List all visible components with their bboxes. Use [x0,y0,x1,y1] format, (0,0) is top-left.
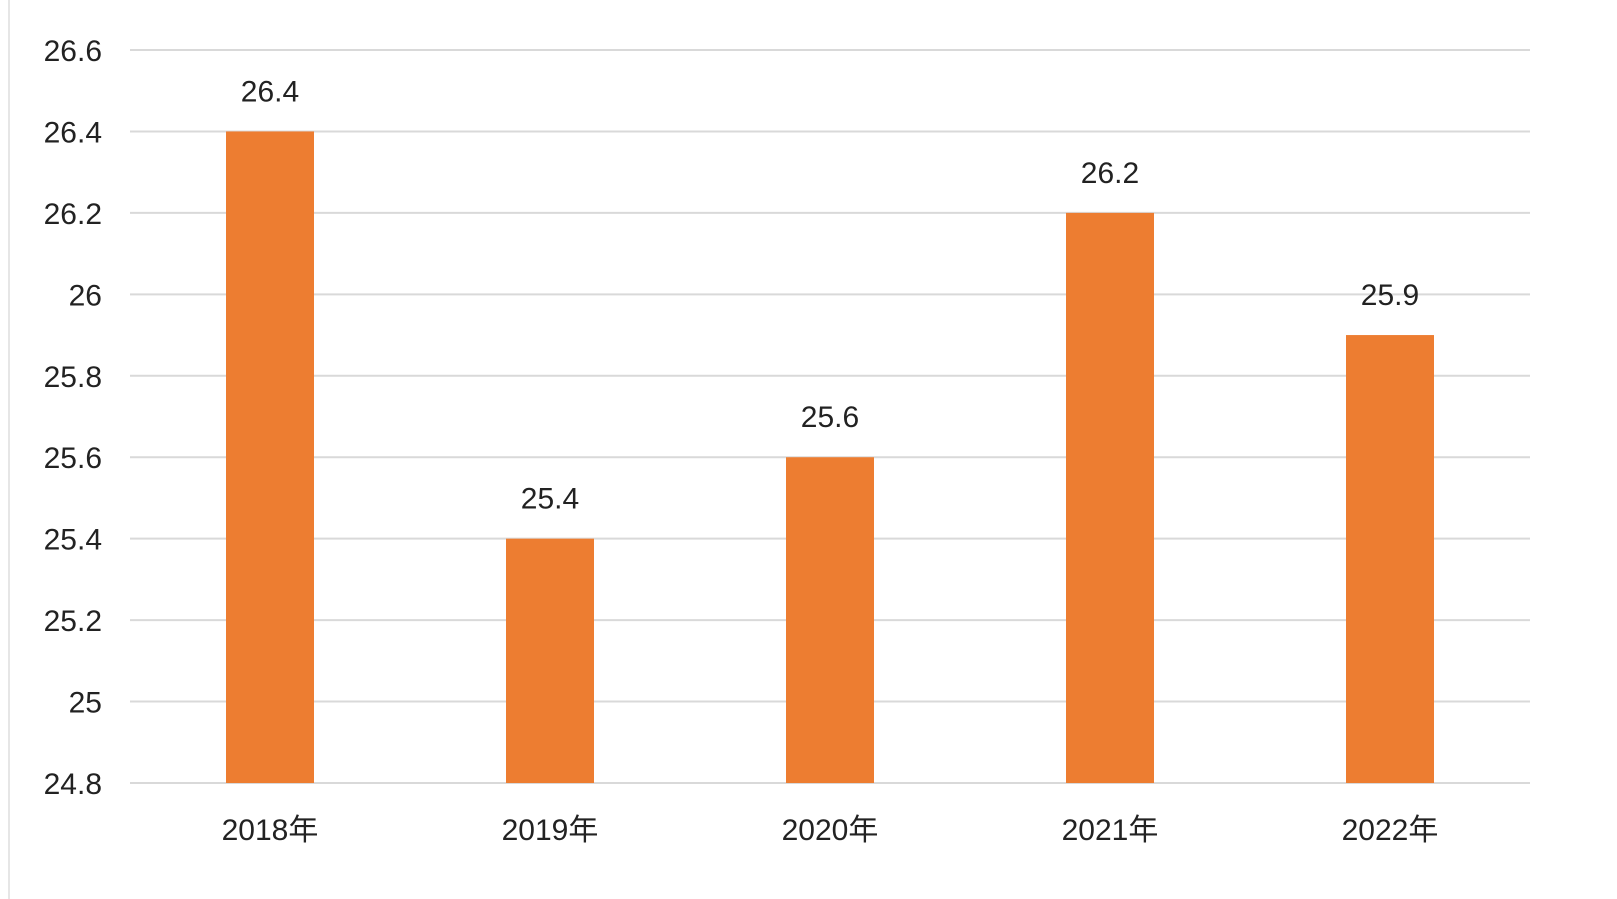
x-tick-label: 2018年 [222,814,319,847]
data-label: 26.4 [241,75,299,108]
y-tick-label: 25.6 [44,442,102,475]
data-label: 25.9 [1361,279,1419,312]
bar [1346,335,1434,783]
bar [1066,212,1154,783]
y-tick-label: 26.4 [44,116,102,149]
y-tick-label: 25 [69,687,102,720]
y-tick-label: 25.2 [44,605,102,638]
bar [786,457,874,783]
y-tick-label: 26.2 [44,198,102,231]
x-tick-label: 2022年 [1342,814,1439,847]
x-tick-label: 2020年 [782,814,879,847]
x-axis-ticks: 2018年 2019年 2020年 2021年 2022年 [222,814,1439,847]
x-tick-label: 2019年 [502,814,599,847]
y-axis-ticks: 26.6 26.4 26.2 26 25.8 25.6 25.4 25.2 25 24.8 [44,35,102,801]
y-tick-label: 25.4 [44,524,102,557]
y-tick-label: 25.8 [44,361,102,394]
y-tick-label: 26 [69,279,102,312]
bars [226,131,1434,783]
x-tick-label: 2021年 [1062,814,1159,847]
y-tick-label: 26.6 [44,35,102,68]
y-tick-label: 24.8 [44,768,102,801]
bar [506,538,594,783]
data-labels: 26.4 25.4 25.6 26.2 25.9 [241,75,1419,515]
frame-left-border [8,0,10,899]
data-label: 25.6 [801,401,859,434]
data-label: 26.2 [1081,157,1139,190]
data-label: 25.4 [521,483,579,516]
bar [226,131,314,783]
